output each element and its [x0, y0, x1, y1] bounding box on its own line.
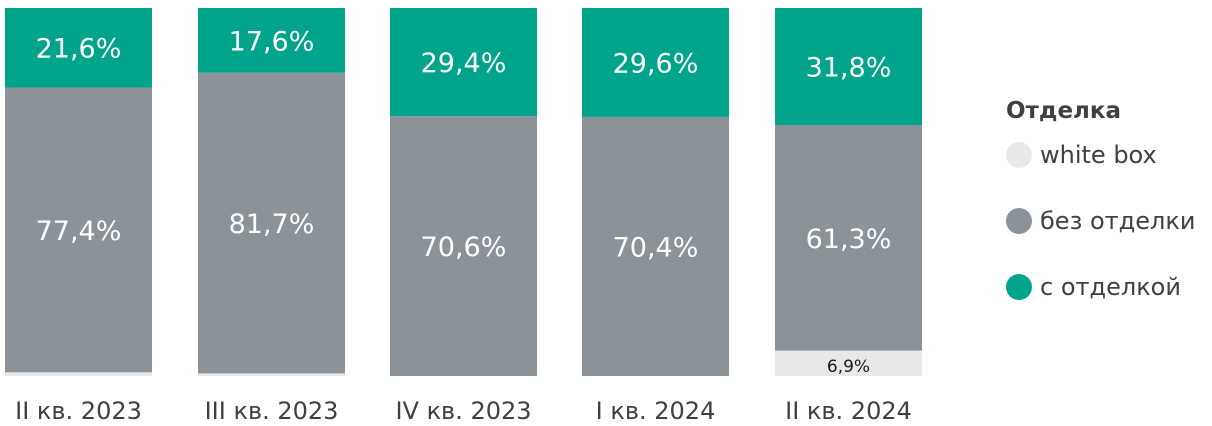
category-label-2: III кв. 2023	[205, 397, 339, 425]
bar-segment-finished-3	[390, 8, 537, 117]
data-label-unfinished-3: 70,6%	[421, 232, 507, 263]
data-label-unfinished-5: 61,3%	[806, 224, 892, 255]
bar-segment-finished-4	[582, 8, 729, 117]
data-label-unfinished-2: 81,7%	[229, 209, 315, 240]
bar-segment-unfinished-3	[390, 116, 537, 376]
bar-segment-unfinished-1	[5, 87, 152, 373]
bar-segment-white-box-1	[5, 372, 152, 376]
data-label-finished-1: 21,6%	[36, 34, 122, 65]
legend-label-finished: с отделкой	[1040, 273, 1181, 301]
data-label-finished-2: 17,6%	[229, 26, 315, 57]
data-label-unfinished-4: 70,4%	[613, 232, 699, 263]
category-label-5: II кв. 2024	[785, 397, 912, 425]
legend-swatch-white-box	[1006, 142, 1032, 168]
bar-segment-finished-1	[5, 8, 152, 88]
bar-segment-unfinished-4	[582, 116, 729, 376]
category-label-1: II кв. 2023	[15, 397, 142, 425]
legend-item-finished: с отделкой	[1006, 270, 1212, 304]
legend-swatch-unfinished	[1006, 208, 1032, 234]
legend-item-white-box: white box	[1006, 138, 1212, 172]
legend-title: Отделка	[1006, 98, 1122, 124]
bar-segment-white-box-2	[198, 373, 345, 376]
legend: Отделка white box без отделки с отделкой	[1006, 98, 1212, 304]
data-label-unfinished-1: 77,4%	[36, 216, 122, 247]
data-label-finished-3: 29,4%	[421, 48, 507, 79]
bar-segment-unfinished-5	[775, 125, 922, 351]
bar-segment-finished-5	[775, 8, 922, 126]
category-label-3: IV кв. 2023	[395, 397, 531, 425]
legend-item-unfinished: без отделки	[1006, 204, 1212, 238]
bar-segment-finished-2	[198, 8, 345, 73]
legend-label-unfinished: без отделки	[1040, 207, 1196, 235]
legend-label-white-box: white box	[1040, 141, 1157, 169]
data-label-white-box-5: 6,9%	[827, 357, 870, 377]
bar-segment-white-box-5	[775, 350, 922, 376]
bar-segment-unfinished-2	[198, 72, 345, 374]
data-label-finished-4: 29,6%	[613, 48, 699, 79]
legend-swatch-finished	[1006, 274, 1032, 300]
data-label-finished-5: 31,8%	[806, 53, 892, 84]
category-label-4: I кв. 2024	[596, 397, 716, 425]
